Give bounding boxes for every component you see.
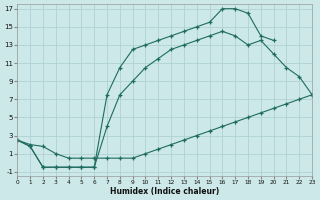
X-axis label: Humidex (Indice chaleur): Humidex (Indice chaleur) [110,187,219,196]
